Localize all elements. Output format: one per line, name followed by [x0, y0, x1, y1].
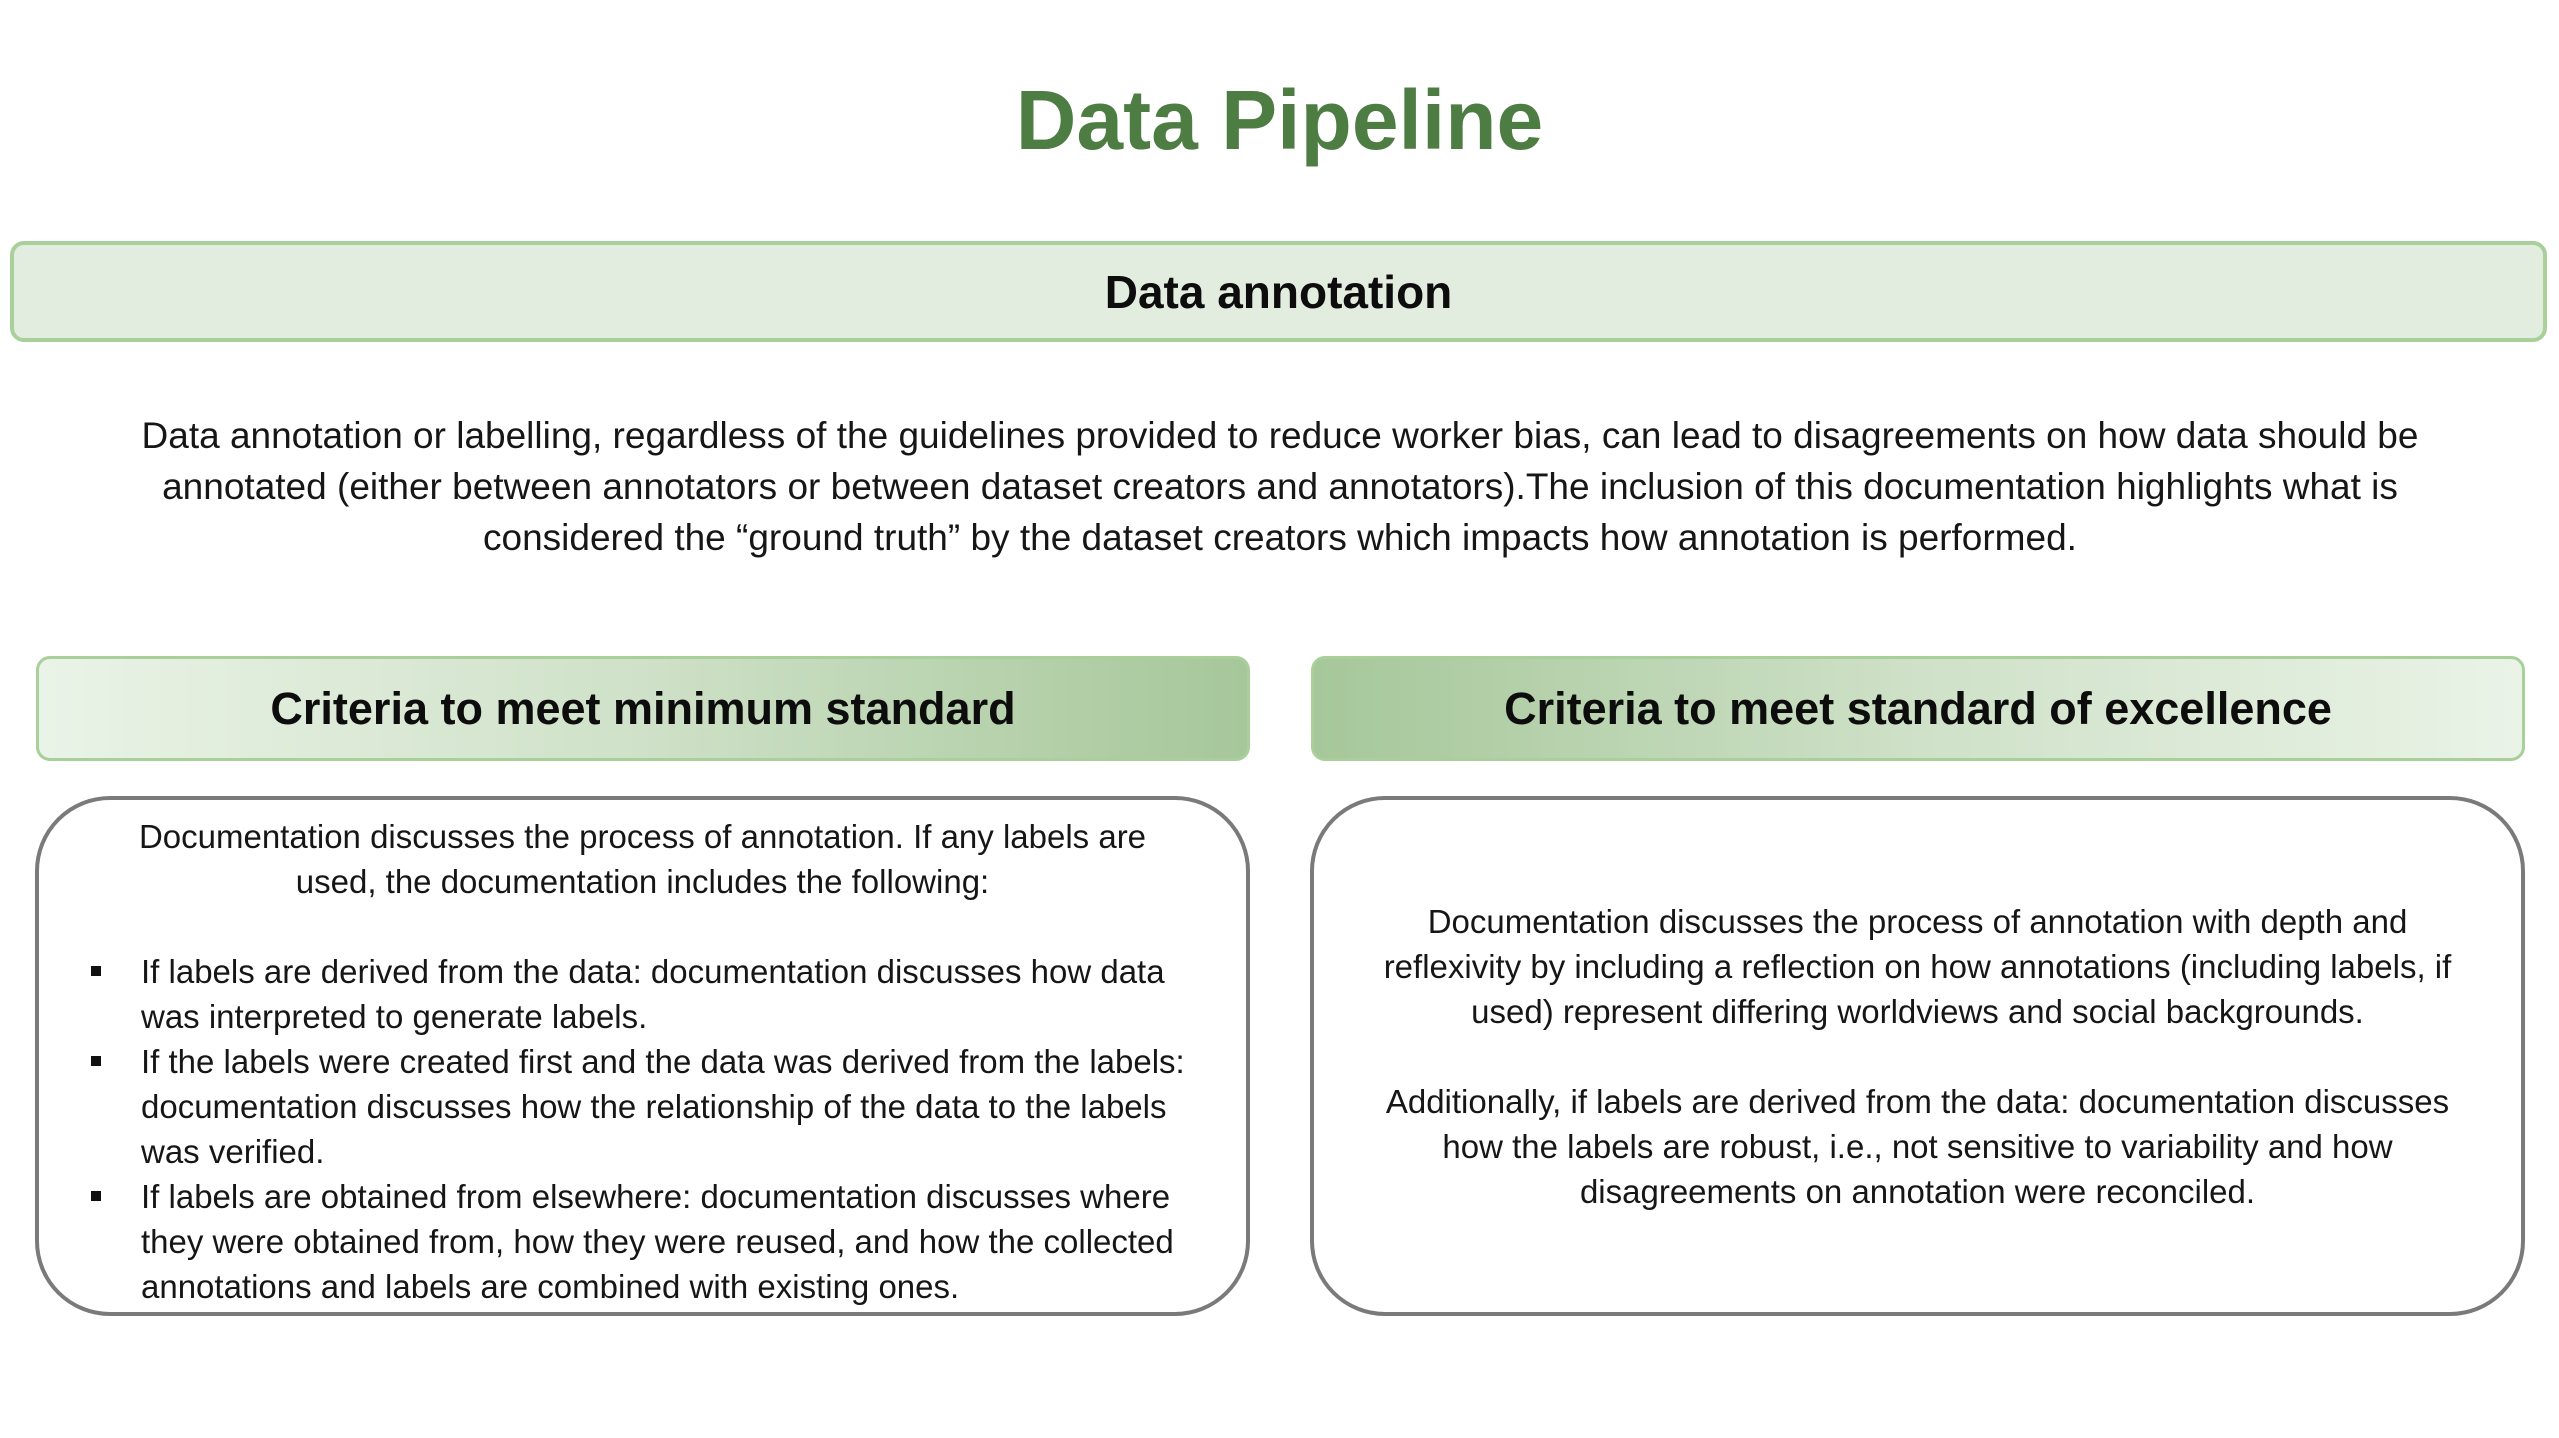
minimum-standard-heading: Criteria to meet minimum standard — [270, 682, 1016, 734]
square-bullet-icon — [91, 966, 101, 976]
section-heading: Data annotation — [1104, 265, 1453, 318]
list-item-text: If labels are obtained from elsewhere: d… — [141, 1178, 1174, 1305]
section-heading-bar: Data annotation — [10, 241, 2547, 342]
excellence-standard-box: Documentation discusses the process of a… — [1310, 796, 2525, 1316]
intro-paragraph: Data annotation or labelling, regardless… — [141, 415, 2419, 558]
square-bullet-icon — [91, 1191, 101, 1201]
minimum-standard-box: Documentation discusses the process of a… — [35, 796, 1250, 1316]
list-item: If labels are derived from the data: doc… — [77, 949, 1208, 1039]
excellence-paragraph: Documentation discusses the process of a… — [1383, 902, 2452, 1030]
excellence-standard-header: Criteria to meet standard of excellence — [1311, 656, 2525, 761]
square-bullet-icon — [91, 1056, 101, 1066]
list-item: If the labels were created first and the… — [77, 1039, 1208, 1174]
minimum-criteria-list: If labels are derived from the data: doc… — [77, 949, 1208, 1309]
excellence-standard-heading: Criteria to meet standard of excellence — [1504, 682, 2332, 734]
excellence-paragraph: Additionally, if labels are derived from… — [1385, 1082, 2450, 1210]
page-title: Data Pipeline — [1015, 73, 1544, 167]
minimum-standard-header: Criteria to meet minimum standard — [36, 656, 1250, 761]
minimum-intro-text: Documentation discusses the process of a… — [138, 818, 1147, 900]
list-item-text: If labels are derived from the data: doc… — [141, 953, 1165, 1035]
list-item-text: If the labels were created first and the… — [141, 1043, 1185, 1170]
list-item: If labels are obtained from elsewhere: d… — [77, 1174, 1208, 1309]
